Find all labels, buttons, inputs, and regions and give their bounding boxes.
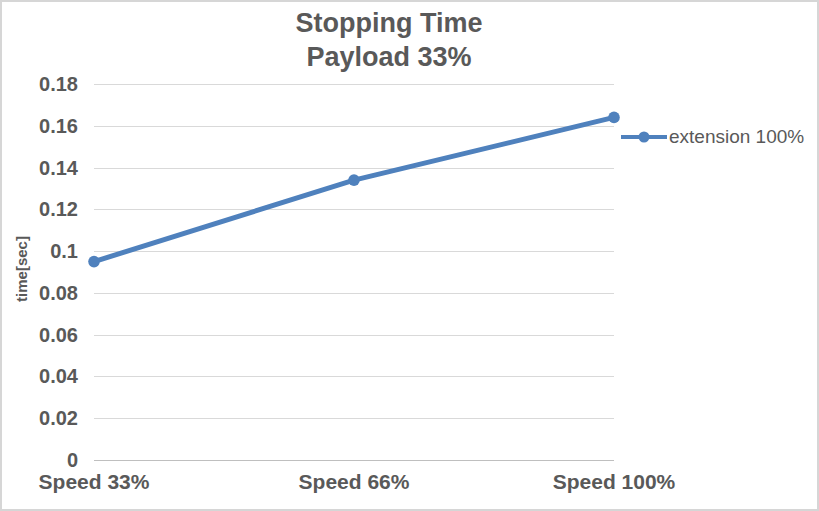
legend-line-marker-icon — [621, 125, 667, 149]
y-tick-label: 0.14 — [2, 157, 78, 179]
y-tick-label: 0.18 — [2, 73, 78, 95]
chart-title: Stopping Time Payload 33% — [2, 6, 776, 74]
data-point-marker — [88, 256, 100, 268]
data-point-marker — [348, 174, 360, 186]
y-tick-label: 0.16 — [2, 115, 78, 137]
line-series — [94, 84, 614, 460]
x-tick-label: Speed 33% — [4, 470, 184, 494]
chart-title-line2: Payload 33% — [2, 40, 776, 74]
stopping-time-chart: Stopping Time Payload 33% time[sec] 0.18… — [0, 0, 819, 511]
y-tick-label: 0.06 — [2, 324, 78, 346]
y-tick-label: 0.1 — [2, 240, 78, 262]
y-tick-label: 0.12 — [2, 198, 78, 220]
y-tick-label: 0.02 — [2, 407, 78, 429]
plot-area — [94, 84, 614, 460]
legend-label: extension 100% — [669, 126, 804, 148]
y-tick-label: 0 — [2, 449, 78, 471]
y-tick-label: 0.08 — [2, 282, 78, 304]
legend: extension 100% — [621, 125, 804, 149]
x-tick-label: Speed 66% — [264, 470, 444, 494]
x-tick-label: Speed 100% — [524, 470, 704, 494]
chart-title-line1: Stopping Time — [2, 6, 776, 40]
y-tick-label: 0.04 — [2, 365, 78, 387]
data-point-marker — [608, 112, 620, 124]
x-axis-line — [94, 460, 614, 461]
series-line — [94, 117, 614, 261]
